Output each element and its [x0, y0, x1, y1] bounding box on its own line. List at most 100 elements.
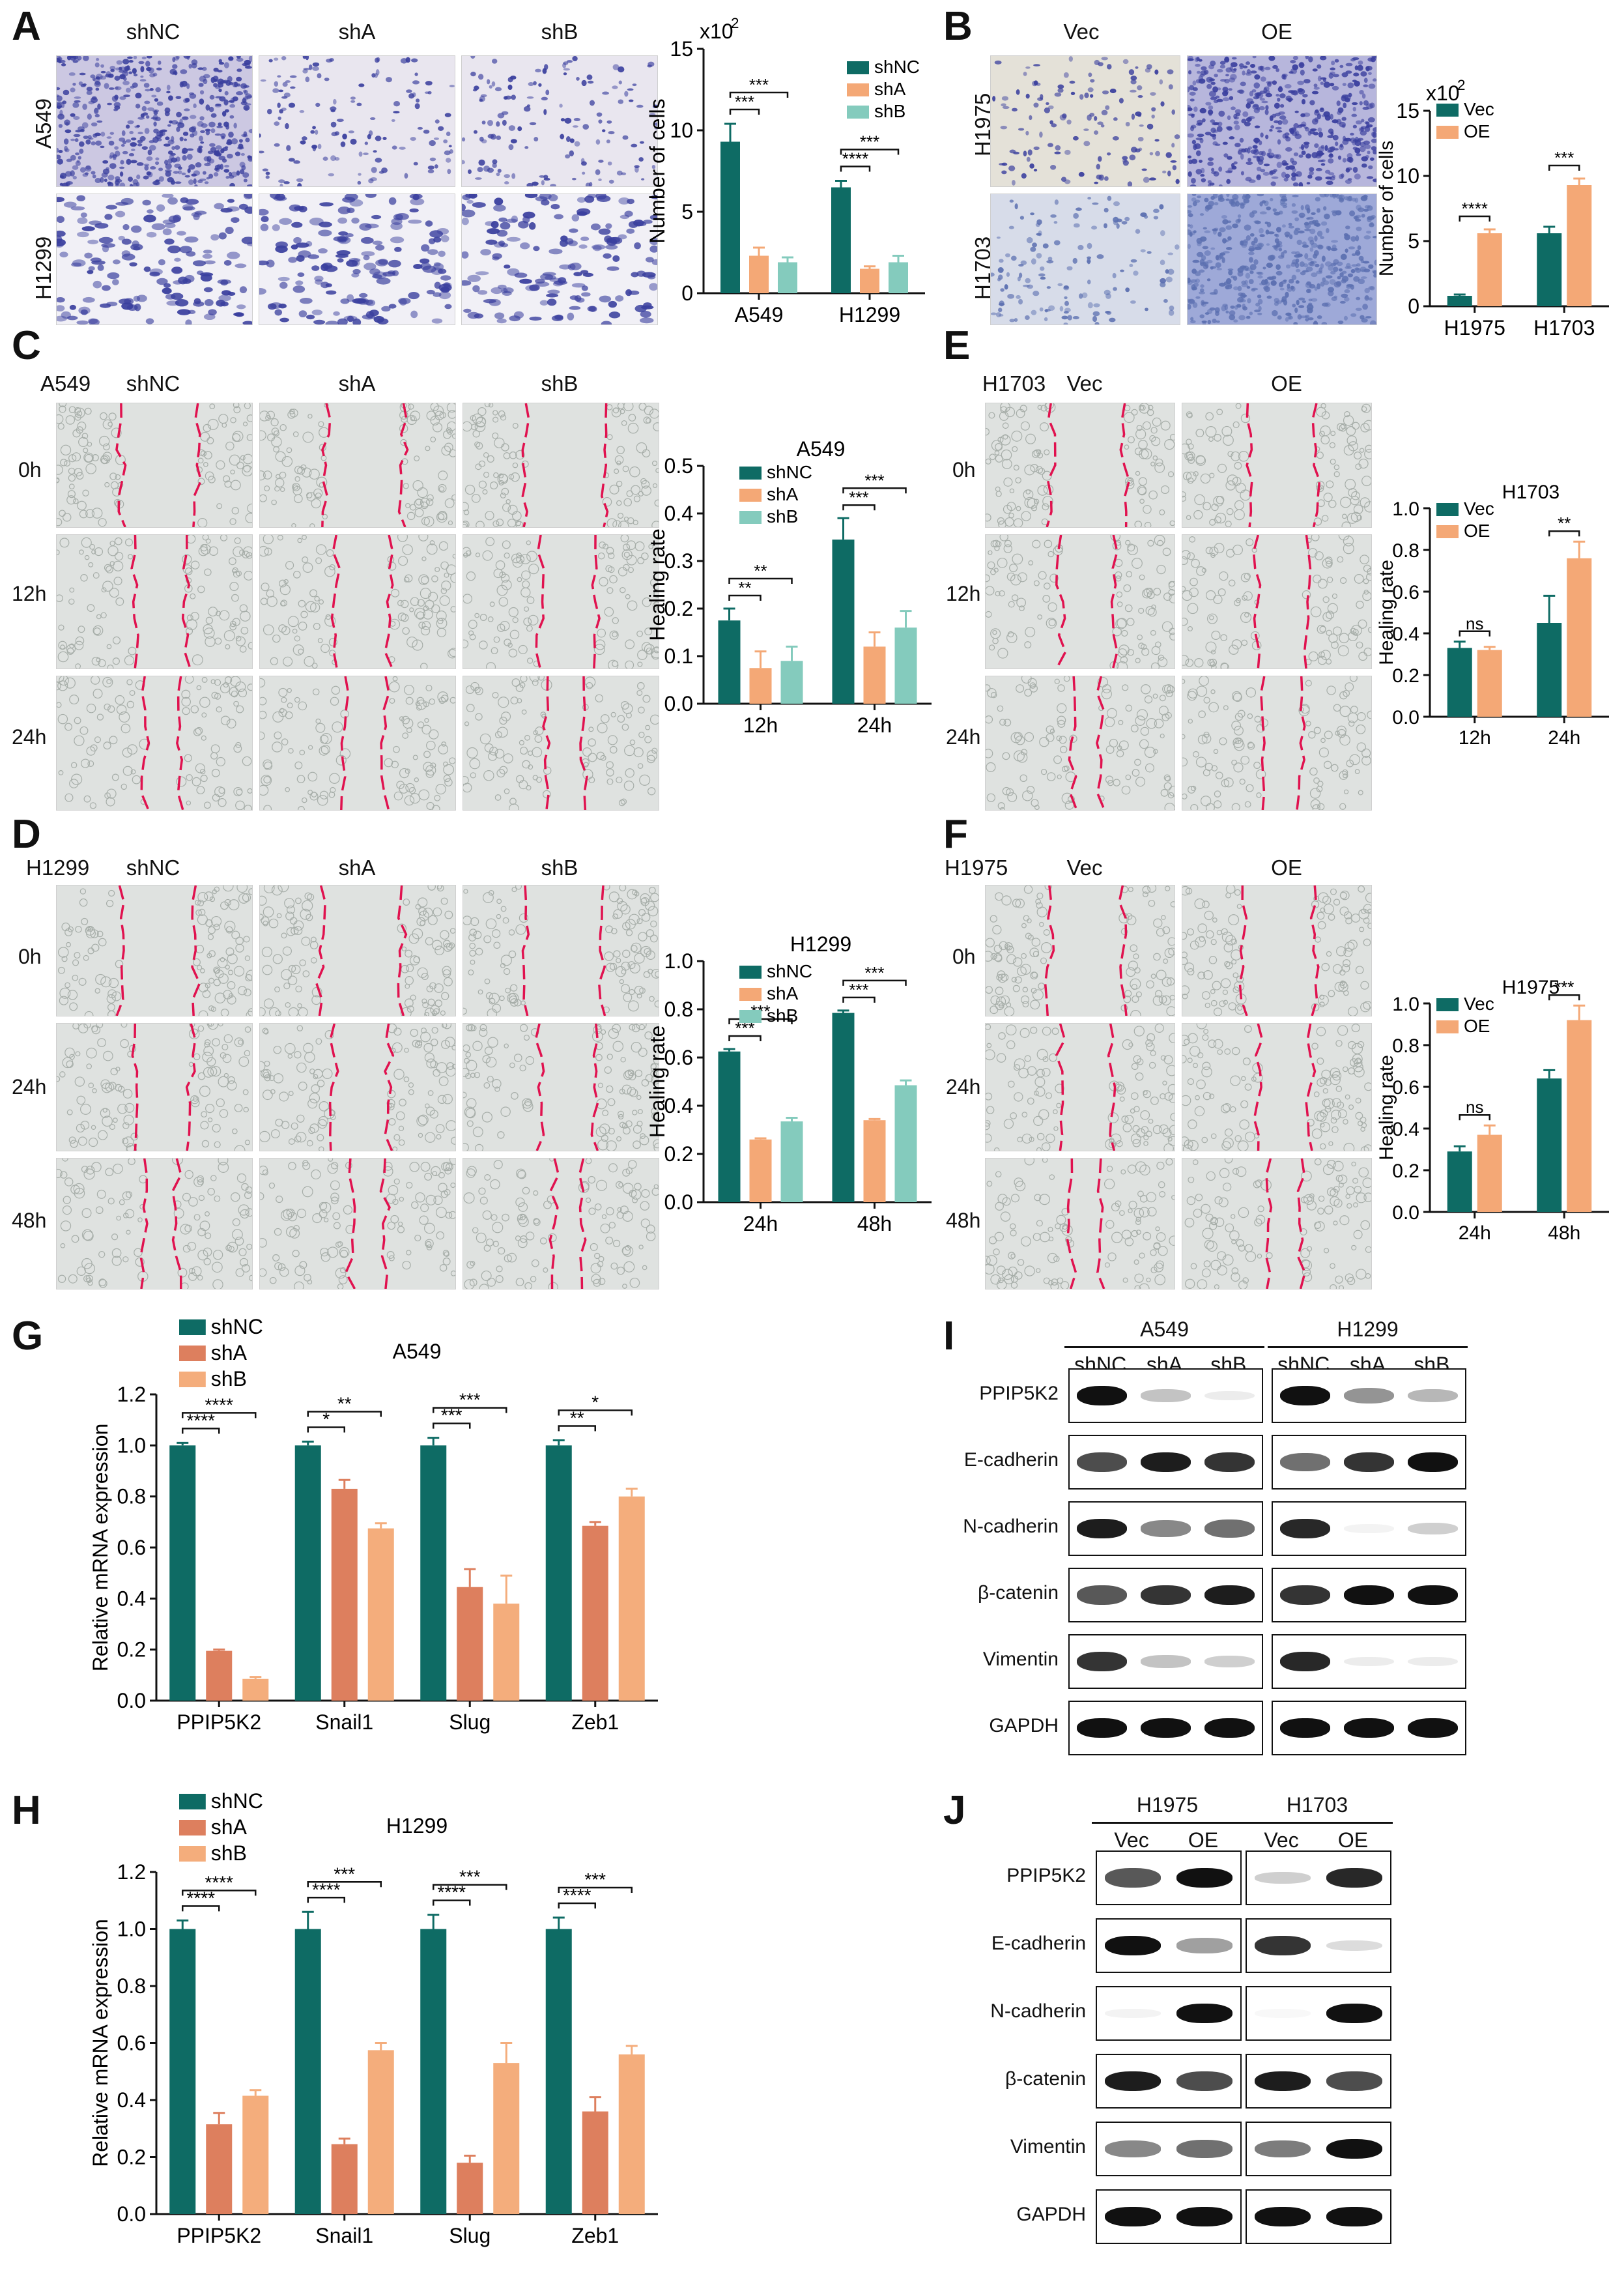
cell-dot: [475, 177, 482, 180]
cell-dot: [195, 162, 202, 167]
cell-outline: [80, 889, 85, 894]
cell-dot: [492, 81, 496, 87]
cell-dot: [1087, 243, 1092, 249]
cell-dot: [478, 74, 483, 79]
cell-dot: [1268, 149, 1272, 152]
cell-dot: [297, 272, 304, 277]
cell-dot: [1247, 69, 1251, 74]
cell-dot: [84, 253, 93, 259]
cell-dot: [1032, 81, 1037, 86]
cell-dot: [1229, 78, 1235, 83]
cell-dot: [411, 59, 418, 63]
cell-dot: [1277, 315, 1282, 320]
cell-dot: [240, 169, 244, 175]
cell-dot: [1061, 177, 1066, 182]
cell-dot: [1285, 147, 1292, 152]
cell-dot: [1120, 270, 1124, 272]
cell-dot: [1105, 293, 1111, 299]
cell-outline: [511, 985, 517, 991]
cell-dot: [272, 88, 279, 93]
cell-outline: [93, 689, 102, 698]
cell-dot: [504, 181, 509, 184]
cell-outline: [470, 950, 476, 956]
cell-dot: [1284, 231, 1290, 236]
cell-outline: [1163, 548, 1171, 556]
cell-dot: [191, 173, 197, 177]
cell-outline: [79, 899, 87, 906]
cell-dot: [64, 149, 69, 152]
cell-outline: [200, 1086, 210, 1097]
cell-dot: [572, 283, 586, 287]
cell-dot: [1201, 70, 1207, 76]
cell-outline: [1232, 760, 1237, 765]
cell-outline: [76, 927, 81, 932]
cell-dot: [1350, 313, 1356, 317]
cell-dot: [340, 298, 349, 304]
cell-dot: [1274, 302, 1279, 306]
cell-dot: [1240, 203, 1245, 209]
cell-dot: [1341, 294, 1348, 298]
cell-dot: [498, 218, 507, 222]
cell-outline: [638, 683, 644, 689]
cell-outline: [260, 411, 269, 421]
cell-outline: [85, 1011, 93, 1016]
cell-outline: [610, 747, 617, 753]
cell-dot: [1071, 92, 1075, 95]
cell-outline: [1113, 779, 1120, 786]
cell-dot: [259, 288, 266, 295]
cell-dot: [635, 305, 647, 312]
cell-dot: [293, 237, 302, 244]
cell-outline: [1021, 422, 1029, 430]
cell-dot: [242, 321, 252, 324]
cell-dot: [1324, 280, 1330, 285]
cell-outline: [528, 658, 533, 663]
cell-outline: [412, 640, 423, 650]
cell-dot: [1188, 171, 1192, 177]
cell-dot: [1246, 98, 1253, 102]
cell-dot: [317, 73, 322, 78]
cell-dot: [1309, 240, 1314, 245]
cell-outline: [1128, 545, 1137, 554]
cell-dot: [59, 124, 63, 128]
cell-dot: [100, 177, 104, 183]
cell-dot: [1318, 76, 1322, 81]
cell-dot: [1145, 308, 1148, 311]
cell-dot: [494, 313, 504, 319]
cell-outline: [626, 930, 632, 936]
cell-dot: [1055, 199, 1059, 205]
cell-outline: [634, 748, 643, 757]
cell-dot: [1293, 322, 1298, 324]
wound-image: [985, 534, 1175, 669]
cell-dot: [493, 205, 506, 212]
wound-texture: [1182, 403, 1371, 527]
cell-outline: [476, 948, 482, 955]
cell-outline: [1145, 696, 1152, 703]
cell-outline: [210, 404, 215, 409]
cell-outline: [89, 1083, 93, 1087]
cell-dot: [61, 63, 66, 66]
cell-dot: [60, 183, 63, 186]
cell-dot: [622, 136, 628, 140]
cell-outline: [1012, 554, 1023, 564]
cell-outline: [1011, 575, 1021, 585]
cell-dot: [1353, 125, 1357, 128]
cell-dot: [1098, 156, 1102, 162]
cell-outline: [1161, 421, 1170, 430]
cell-dot: [88, 319, 98, 324]
wound-image: [259, 885, 456, 1016]
cell-dot: [1277, 98, 1280, 102]
cell-outline: [415, 508, 423, 517]
cell-dot: [539, 175, 545, 178]
cell-outline: [199, 1011, 207, 1016]
cell-outline: [69, 407, 76, 413]
cell-outline: [92, 1026, 100, 1033]
cell-dot: [1290, 60, 1296, 63]
cell-dot: [100, 132, 105, 136]
cell-outline: [493, 521, 499, 526]
cell-outline: [442, 742, 446, 747]
cell-outline: [212, 1125, 220, 1132]
cell-outline: [200, 697, 210, 707]
cell-outline: [1246, 539, 1253, 546]
cell-outline: [1126, 605, 1132, 611]
cell-dot: [1331, 61, 1335, 65]
